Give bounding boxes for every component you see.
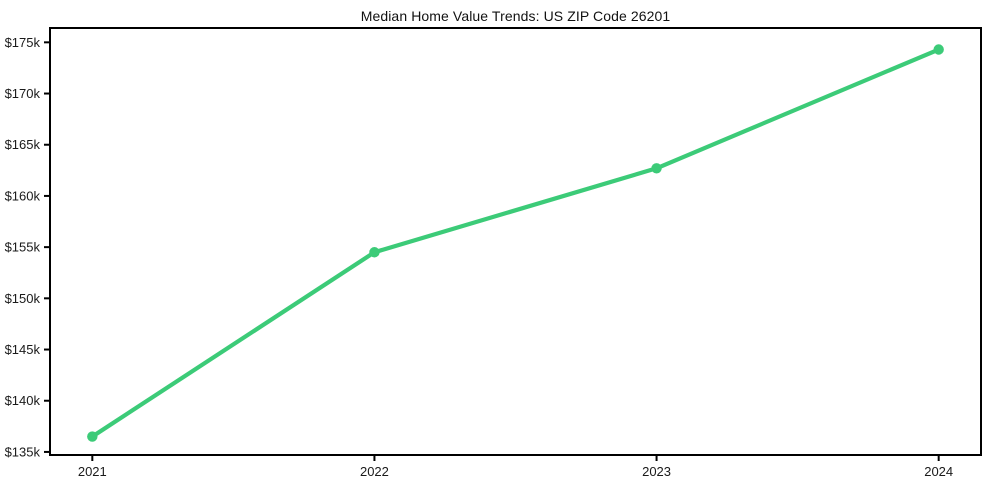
x-axis-tick-label: 2024	[924, 464, 953, 479]
y-axis-tick-label: $155k	[5, 240, 41, 255]
x-axis-tick-label: 2022	[360, 464, 389, 479]
data-point-marker	[651, 163, 662, 174]
y-axis-tick-label: $145k	[5, 342, 41, 357]
y-axis-tick-label: $150k	[5, 291, 41, 306]
y-axis-tick-label: $175k	[5, 35, 41, 50]
x-axis-tick-label: 2021	[78, 464, 107, 479]
y-axis-tick-label: $165k	[5, 137, 41, 152]
y-axis-tick-label: $135k	[5, 444, 41, 459]
plot-border	[49, 27, 982, 456]
trend-line	[90, 47, 941, 439]
data-point-marker	[87, 431, 98, 442]
chart-title: Median Home Value Trends: US ZIP Code 26…	[360, 8, 671, 24]
data-point-marker	[933, 44, 944, 55]
y-axis-tick-label: $160k	[5, 188, 41, 203]
x-axis-tick-label: 2023	[642, 464, 671, 479]
y-axis-tick-label: $140k	[5, 393, 41, 408]
y-axis-tick-label: $170k	[5, 86, 41, 101]
data-point-marker	[369, 247, 380, 258]
